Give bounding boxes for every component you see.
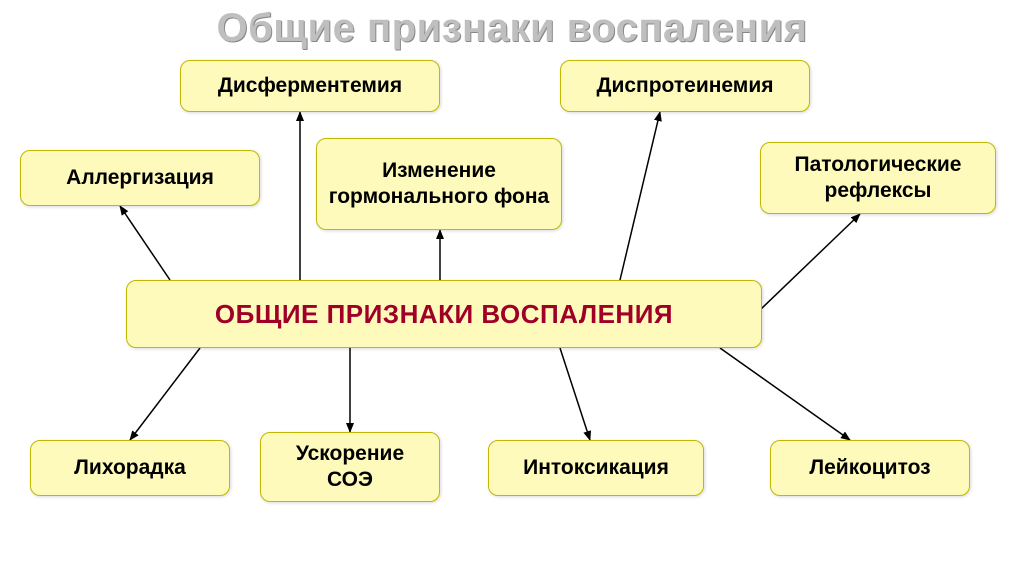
page-title: Общие признаки воспаления (0, 6, 1024, 51)
edge-reflexes (760, 214, 860, 310)
edge-leykotsitoz (720, 348, 850, 440)
node-disproteinemia: Диспротеинемия (560, 60, 810, 112)
node-leykotsitoz: Лейкоцитоз (770, 440, 970, 496)
node-allergizatsiya: Аллергизация (20, 150, 260, 206)
center-node: ОБЩИЕ ПРИЗНАКИ ВОСПАЛЕНИЯ (126, 280, 762, 348)
node-soe: Ускорение СОЭ (260, 432, 440, 502)
node-intoks: Интоксикация (488, 440, 704, 496)
node-disfermentemia: Дисферментемия (180, 60, 440, 112)
node-reflexes: Патологические рефлексы (760, 142, 996, 214)
node-likhoradka: Лихорадка (30, 440, 230, 496)
edge-disproteinemia (620, 112, 660, 280)
edge-intoks (560, 348, 590, 440)
edge-allergizatsiya (120, 206, 170, 280)
node-hormonal: Изменение гормонального фона (316, 138, 562, 230)
edge-likhoradka (130, 348, 200, 440)
